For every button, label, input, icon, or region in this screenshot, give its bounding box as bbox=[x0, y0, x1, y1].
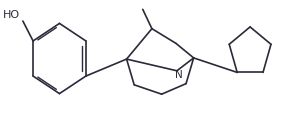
Text: N: N bbox=[174, 70, 182, 80]
Text: HO: HO bbox=[3, 10, 20, 20]
